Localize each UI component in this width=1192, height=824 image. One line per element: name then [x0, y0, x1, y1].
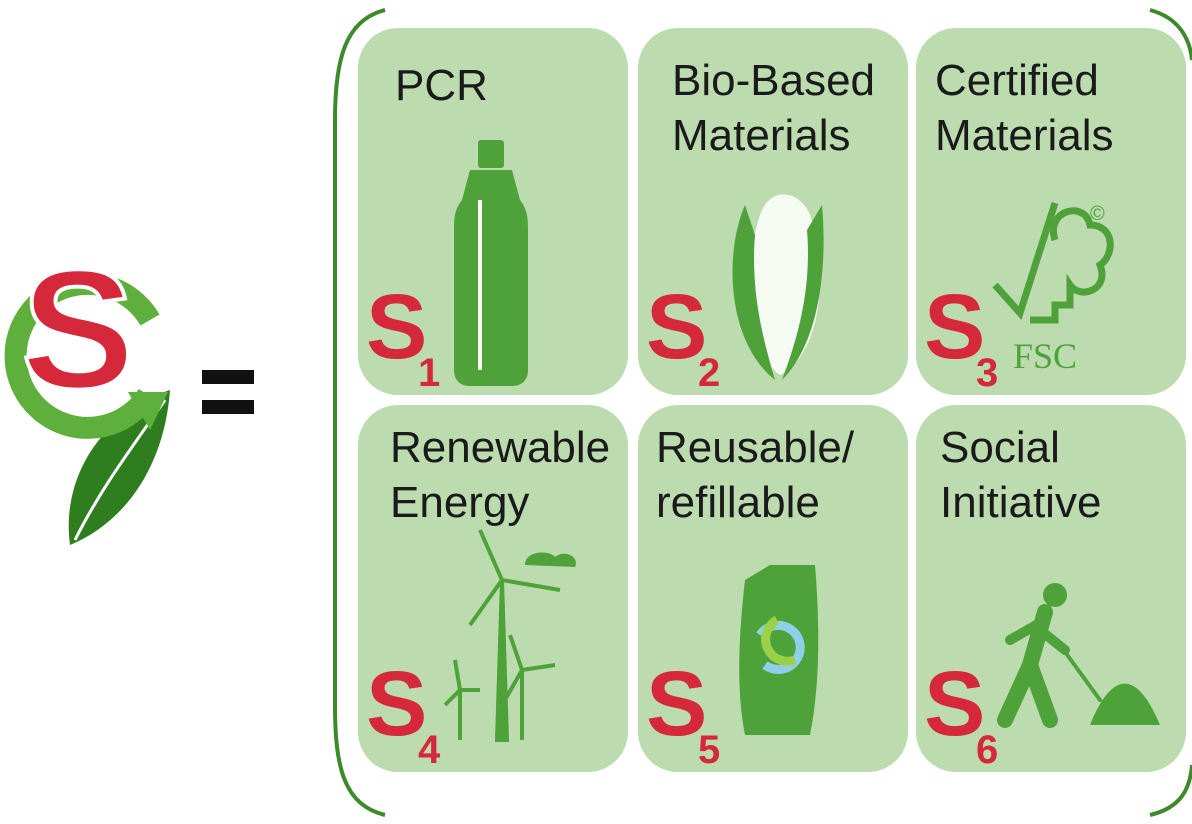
tile-letter: S	[366, 653, 427, 755]
tile-letter: S	[646, 653, 707, 755]
tile-title: Social	[940, 423, 1060, 472]
equals-bar	[202, 370, 254, 384]
tile-title: Certified	[935, 56, 1099, 105]
fsc-copyright: ©	[1090, 203, 1105, 225]
turbine-icons	[443, 529, 576, 742]
tile-title: PCR	[395, 61, 488, 110]
fsc-icon	[992, 201, 1114, 324]
logo-letter: S	[21, 235, 134, 425]
tile-title: Initiative	[940, 478, 1101, 527]
tile-title: Renewable	[390, 423, 610, 472]
fsc-mark: FSC	[1013, 336, 1077, 376]
tile-title: Energy	[390, 478, 529, 527]
tile-title: Materials	[672, 111, 851, 160]
bottle-icon	[454, 140, 528, 386]
tile-letter: S	[366, 276, 427, 378]
pouch-icon	[739, 565, 819, 735]
tile-title: Bio-Based	[672, 56, 875, 105]
tile-index: 1	[418, 351, 440, 395]
tile-index: 5	[698, 728, 720, 772]
icons	[443, 140, 1160, 742]
tile-title: Reusable/	[656, 423, 855, 472]
logo: S	[4, 233, 170, 545]
tile-letter: S	[924, 653, 985, 755]
tile-index: 3	[976, 351, 998, 395]
corn-icon	[732, 194, 824, 380]
tile-index: 2	[698, 351, 720, 395]
tile-letter: S	[646, 276, 707, 378]
tile-title: Materials	[935, 111, 1114, 160]
tile	[358, 405, 628, 772]
tile-letter: S	[924, 276, 985, 378]
logo-ring	[4, 272, 160, 439]
tile-title: refillable	[656, 478, 820, 527]
bracket-right	[1149, 8, 1192, 817]
tile-index: 6	[976, 728, 998, 772]
tile-index: 4	[418, 728, 441, 772]
worker-icon	[997, 583, 1160, 728]
bracket-left	[333, 8, 386, 817]
equals-bar	[202, 400, 254, 414]
